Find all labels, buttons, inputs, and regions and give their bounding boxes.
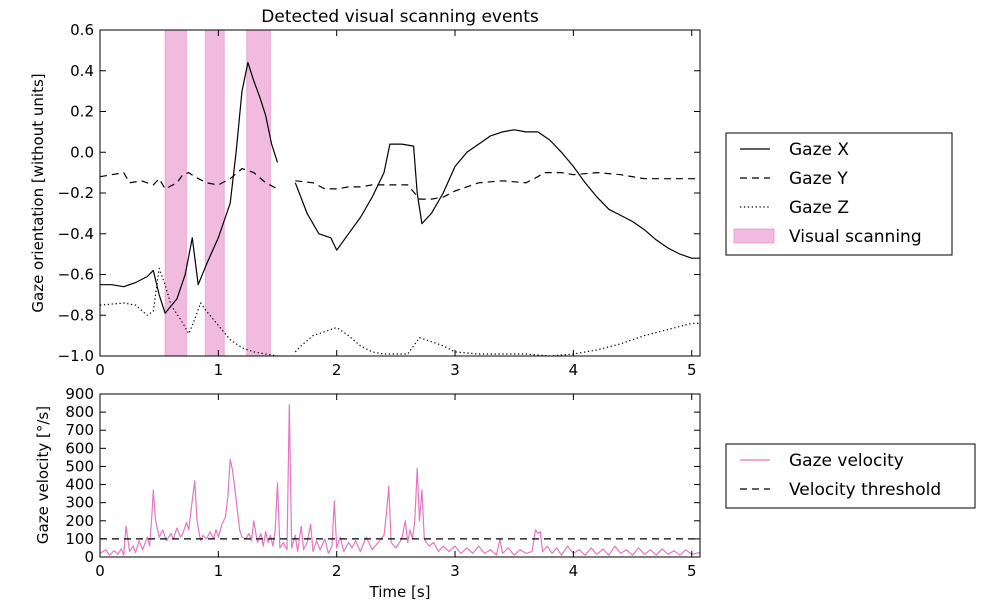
y-tick-label: 100	[65, 530, 94, 548]
y-tick-label: 800	[65, 403, 94, 421]
bottom-series	[99, 404, 701, 556]
legend-gaze-x-label: Gaze X	[789, 140, 849, 160]
x-tick-label: 0	[95, 361, 105, 379]
x-tick-label: 5	[687, 562, 697, 580]
x-tick-label: 1	[214, 361, 224, 379]
x-tick-label: 4	[569, 361, 579, 379]
y-tick-label: 0.4	[70, 62, 94, 80]
top-legend: Gaze X Gaze Y Gaze Z Visual scanning	[725, 132, 953, 256]
legend-velocity-label: Gaze velocity	[789, 451, 904, 471]
y-tick-label: −0.8	[58, 306, 94, 324]
x-tick-label: 5	[687, 361, 697, 379]
y-tick-label: 0.0	[70, 143, 94, 161]
bottom-x-axis-label: Time [s]	[369, 583, 431, 600]
y-tick-label: 400	[65, 476, 94, 494]
series-gaze-y-line	[99, 168, 700, 200]
scanning-interval-3	[246, 29, 271, 357]
series-gaze-z-line	[99, 267, 700, 357]
y-tick-label: 500	[65, 457, 94, 475]
top-x-axis: 0 1 2 3 4 5	[95, 30, 696, 379]
y-tick-label: −0.2	[58, 184, 94, 202]
x-tick-label: 2	[332, 361, 342, 379]
y-tick-label: 700	[65, 421, 94, 439]
bottom-legend: Gaze velocity Velocity threshold	[725, 443, 976, 509]
bottom-plot-frame	[99, 393, 701, 558]
y-tick-label: 200	[65, 512, 94, 530]
x-tick-label: 3	[450, 562, 460, 580]
top-chart: Detected visual scanning events 0 1 2 3 4 5 −…	[29, 7, 701, 379]
y-tick-label: 300	[65, 494, 94, 512]
top-series	[99, 62, 700, 357]
bottom-y-axis-label: Gaze velocity [°/s]	[34, 406, 52, 544]
top-chart-title: Detected visual scanning events	[261, 7, 539, 27]
legend-gaze-y-label: Gaze Y	[789, 169, 848, 189]
y-tick-label: −1.0	[58, 347, 94, 365]
scanning-interval-2	[204, 29, 225, 357]
top-y-axis: −1.0 −0.8 −0.6 −0.4 −0.2 0.0 0.2 0.4 0.6	[58, 21, 700, 365]
series-gaze-x-line	[100, 62, 700, 314]
y-tick-label: 0.2	[70, 103, 94, 121]
y-tick-label: 0.6	[70, 21, 94, 39]
scanning-interval-1	[164, 29, 187, 357]
top-y-axis-label: Gaze orientation [without units]	[29, 73, 47, 312]
legend-threshold-label: Velocity threshold	[789, 480, 941, 500]
y-tick-label: −0.6	[58, 266, 94, 284]
legend-scanning-swatch	[733, 228, 775, 244]
y-tick-label: 600	[65, 439, 94, 457]
x-tick-label: 2	[332, 562, 342, 580]
x-tick-label: 1	[214, 562, 224, 580]
scanning-intervals	[164, 29, 271, 357]
legend-gaze-z-label: Gaze Z	[789, 198, 849, 218]
y-tick-label: 900	[65, 385, 94, 403]
series-gaze-velocity-line	[99, 404, 701, 556]
x-tick-label: 3	[450, 361, 460, 379]
y-tick-label: 0	[84, 548, 94, 566]
bottom-x-axis: 0 1 2 3 4 5	[95, 394, 696, 580]
x-tick-label: 0	[95, 562, 105, 580]
legend-scanning-label: Visual scanning	[789, 227, 922, 247]
x-tick-label: 4	[569, 562, 579, 580]
y-tick-label: −0.4	[58, 225, 94, 243]
